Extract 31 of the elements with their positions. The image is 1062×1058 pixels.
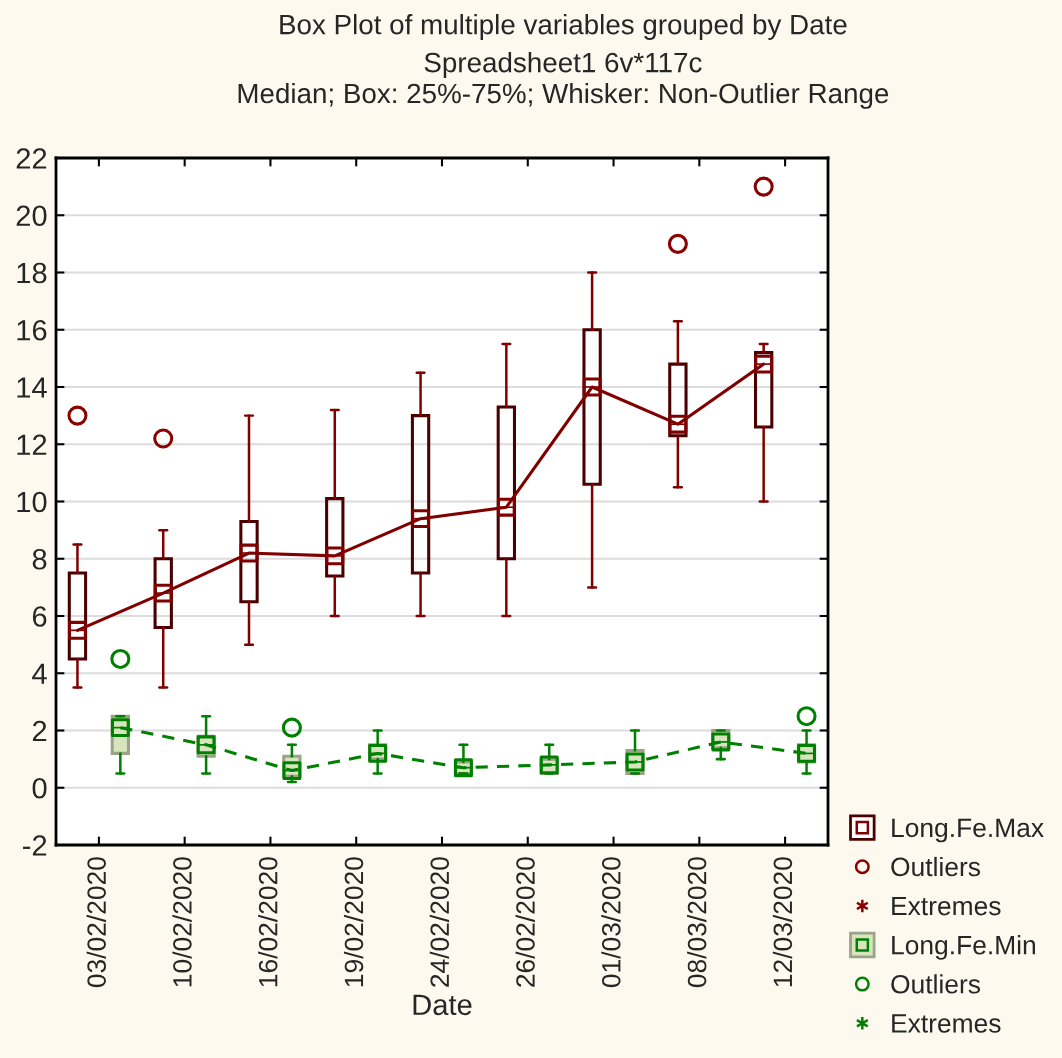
legend-label: Outliers [891,856,980,877]
y-tick-label: 2 [32,720,47,742]
y-tick-label: 18 [17,262,47,284]
chart-subtitle: Spreadsheet1 6v*117c Median; Box: 25%-75%; Whisker: Non-Outlier Range [238,52,889,109]
x-tick-label: 19/02/2020 [343,857,364,987]
x-tick-label: 16/02/2020 [258,857,278,987]
y-tick-label: 22 [16,148,47,169]
y-tick-label: 14 [17,377,47,398]
y-tick-label: 12 [17,434,47,455]
legend-label: Long.Fe.Min [892,935,1036,960]
y-tick-label: 8 [32,548,47,570]
y-tick-label: 10 [17,491,47,513]
x-tick-label: 10/02/2020 [172,857,192,987]
x-tick-label: 08/03/2020 [687,857,707,988]
legend-label: Extremes [892,896,1001,916]
legend-label: Extremes [892,1014,1001,1033]
y-tick-label: 6 [32,606,47,627]
x-tick-label: 24/02/2020 [429,857,450,987]
y-tick-label: -2 [23,835,47,856]
chart-title: Box Plot of multiple variables grouped by Date [280,14,847,40]
x-axis-title: Date [413,994,472,1016]
x-tick-label: 01/03/2020 [601,857,621,988]
x-tick-label: 12/03/2020 [772,857,793,987]
legend-label: Outliers [891,974,980,994]
y-tick-label: 4 [32,663,47,684]
legend-label: Long.Fe.Max [892,818,1044,843]
x-tick-label: 26/02/2020 [515,857,535,987]
x-tick-label: 03/02/2020 [86,857,106,988]
y-tick-label: 0 [32,777,47,799]
y-tick-label: 20 [16,205,47,227]
y-tick-label: 16 [17,319,47,341]
